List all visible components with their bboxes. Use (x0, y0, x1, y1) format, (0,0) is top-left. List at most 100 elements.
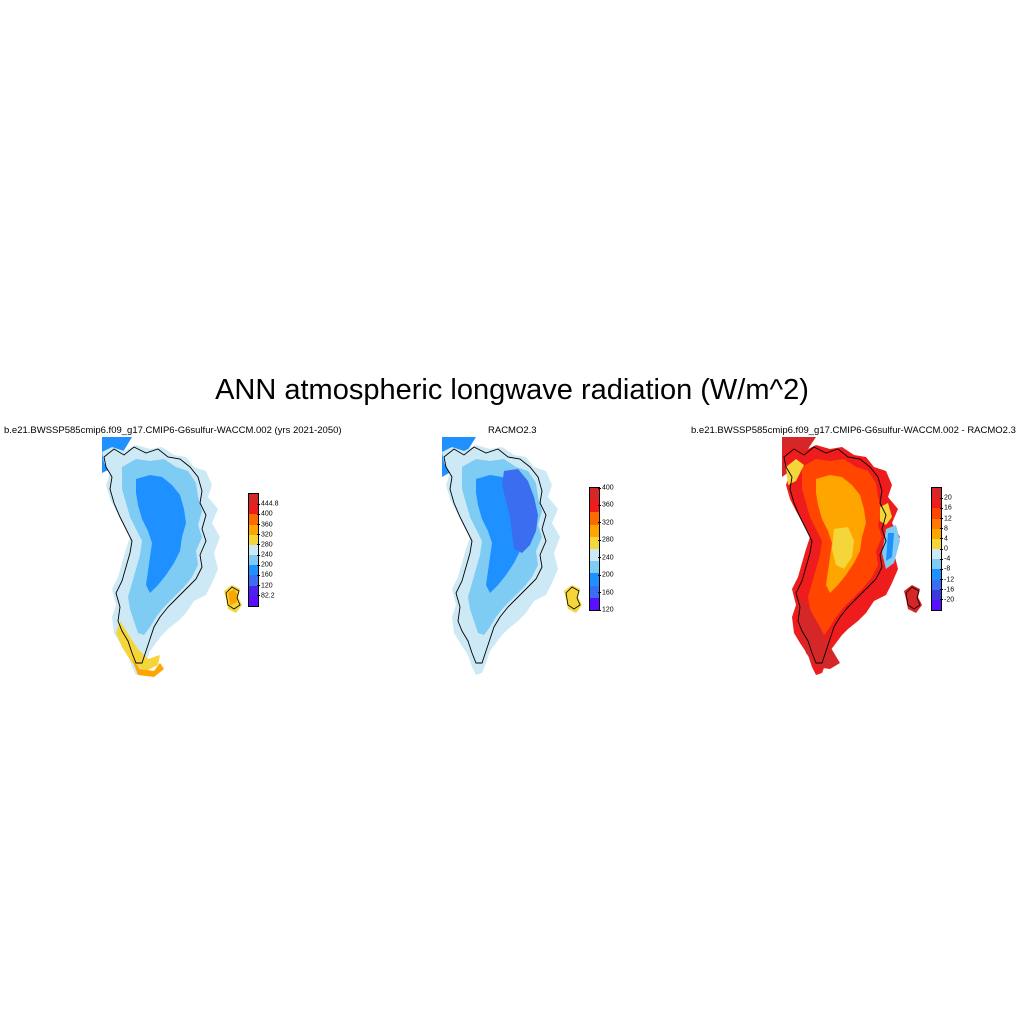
colorbar-label: 4 (944, 535, 948, 543)
colorbar-tick (598, 487, 601, 489)
colorbar-segment (249, 565, 258, 576)
colorbar-segment (249, 504, 258, 515)
colorbar-label: 20 (944, 494, 952, 502)
colorbar-segment (590, 512, 599, 526)
colorbar-tick (940, 507, 943, 509)
colorbar-tick (598, 557, 601, 559)
colorbar-tick (940, 548, 943, 550)
colorbar-segment (932, 569, 941, 580)
colorbar-label: 280 (261, 541, 273, 549)
colorbar-segment (249, 595, 258, 607)
colorbar-tick (598, 522, 601, 524)
colorbar-segment (249, 575, 258, 587)
colorbar-tick (257, 524, 260, 526)
colorbar-segment (249, 555, 258, 566)
colorbar-label: -20 (944, 596, 955, 604)
colorbar-label: 400 (602, 484, 614, 492)
colorbar-tick (598, 592, 601, 594)
colorbar-tick (257, 544, 260, 546)
colorbar-label: 240 (602, 554, 614, 562)
map-obs-iceland (564, 585, 582, 613)
colorbar-label: 200 (602, 571, 614, 579)
map-diff (782, 437, 922, 675)
colorbar-segment (932, 589, 941, 601)
colorbar-tick (257, 534, 260, 536)
colorbar-label: 320 (602, 519, 614, 527)
colorbar-segment (932, 528, 941, 540)
colorbar-segment (590, 488, 599, 501)
colorbar-tick (598, 574, 601, 576)
colorbar-segment (590, 561, 599, 574)
colorbar-label: -8 (944, 565, 951, 573)
colorbar-label: 120 (602, 606, 614, 614)
colorbar-tick (598, 609, 601, 611)
colorbar-label: 400 (261, 510, 273, 518)
colorbar-segment (590, 500, 599, 513)
colorbar-label: 200 (261, 561, 273, 569)
colorbar-tick (940, 538, 943, 540)
colorbar-tick (940, 579, 943, 580)
colorbar-label: 360 (261, 521, 273, 529)
colorbar-label: 240 (261, 551, 273, 559)
colorbar-label: 160 (261, 571, 273, 579)
colorbar-model: 444.8 400 360 320 280 240 200 160 120 82.2 (248, 493, 288, 607)
colorbar-segment (590, 573, 599, 587)
colorbar-tick (940, 568, 943, 570)
colorbar-segment (932, 579, 941, 591)
map-model (102, 437, 242, 677)
colorbar-label: 444.8 (261, 500, 279, 508)
map-obs (442, 437, 582, 675)
colorbar-tick (257, 513, 260, 515)
colorbar-segment (932, 599, 941, 611)
panel-title-model: b.e21.BWSSP585cmip6.f09_g17.CMIP6-G6sulf… (4, 425, 342, 436)
colorbar-tick (940, 497, 943, 499)
colorbar-segment (932, 498, 941, 509)
colorbar-tick (940, 589, 943, 591)
colorbar-segment (932, 488, 941, 499)
colorbar-tick (257, 503, 260, 505)
colorbar-tick (257, 574, 260, 576)
colorbar-segment (932, 538, 941, 550)
colorbar-segment (249, 544, 258, 556)
colorbar-diff: 20 16 12 8 4 0 -4 -8 -12 -16 -20 (931, 487, 971, 611)
colorbar-segment (932, 518, 941, 530)
colorbar-label: -16 (944, 586, 955, 594)
colorbar-obs: 400 360 320 280 240 200 160 120 (589, 484, 629, 614)
colorbar-label: 120 (261, 582, 273, 590)
colorbar-segment (590, 524, 599, 538)
colorbar-tick (598, 504, 601, 506)
colorbar-segment (932, 549, 941, 560)
colorbar-segment (590, 597, 599, 611)
colorbar-segment (590, 536, 599, 550)
colorbar-label: 0 (944, 545, 948, 553)
map-diff-iceland (904, 585, 922, 613)
colorbar-tick (257, 564, 260, 566)
colorbar-tick (940, 599, 943, 601)
colorbar-tick (940, 558, 943, 560)
colorbar-obs-box (589, 487, 600, 611)
colorbar-tick (257, 595, 260, 597)
colorbar-segment (590, 585, 599, 599)
colorbar-segment (249, 494, 258, 505)
colorbar-segment (249, 585, 258, 597)
colorbar-tick (940, 518, 943, 519)
colorbar-tick (940, 528, 943, 530)
colorbar-label: 360 (602, 501, 614, 509)
colorbar-segment (249, 524, 258, 536)
colorbar-label: -12 (944, 576, 955, 583)
colorbar-model-box (248, 493, 259, 607)
colorbar-tick (257, 585, 260, 587)
colorbar-label: 160 (602, 589, 614, 597)
colorbar-segment (590, 549, 599, 562)
colorbar-label: 82.2 (261, 592, 275, 600)
colorbar-label: 280 (602, 536, 614, 544)
panel-title-obs: RACMO2.3 (488, 425, 537, 436)
figure-title: ANN atmospheric longwave radiation (W/m^… (215, 374, 809, 406)
panel-title-diff: b.e21.BWSSP585cmip6.f09_g17.CMIP6-G6sulf… (691, 425, 1016, 436)
colorbar-label: 16 (944, 504, 952, 512)
colorbar-tick (598, 539, 601, 541)
colorbar-label: 12 (944, 515, 952, 522)
colorbar-segment (932, 559, 941, 570)
colorbar-label: 320 (261, 531, 273, 539)
